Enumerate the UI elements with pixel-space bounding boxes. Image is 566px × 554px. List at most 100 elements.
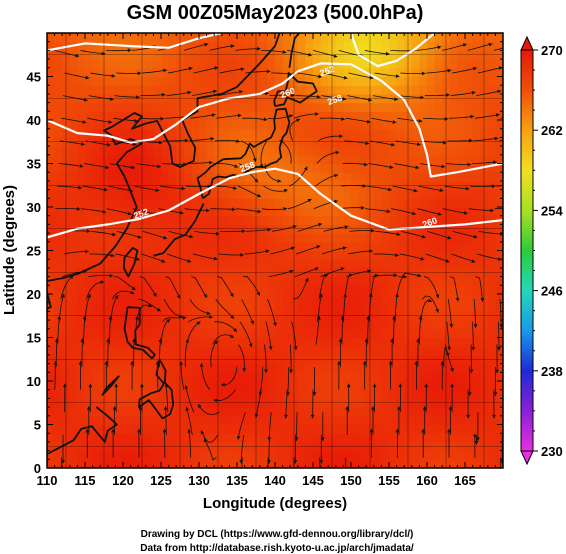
field-cell [457,433,466,443]
field-cell [358,76,367,86]
field-cell [434,363,443,373]
field-cell [130,424,139,434]
field-cell [411,302,420,312]
streamline [346,270,372,277]
field-cell [495,76,503,86]
field-cell [465,407,474,417]
field-cell [389,363,398,373]
field-cell [396,172,405,182]
field-cell [183,59,192,69]
streamline [315,174,339,187]
field-cell [237,163,246,173]
field-cell [320,459,329,468]
field-cell [381,459,390,468]
streamline-arrow [267,460,271,464]
field-cell [69,433,78,443]
streamline [400,72,426,74]
field-cell [495,41,503,51]
field-cell [47,415,56,426]
field-cell [381,250,390,260]
field-cell [328,276,337,286]
field-cell [358,259,367,269]
field-cell [107,120,116,130]
field-cell [495,120,503,130]
field-cell [92,433,101,443]
field-cell [457,424,466,434]
field-cell [123,285,132,295]
field-cell [282,33,291,43]
streamline-arrow [229,334,234,338]
field-cell [297,215,306,225]
field-cell [434,172,443,182]
field-cell [183,285,192,295]
field-cell [320,372,329,382]
field-cell [130,450,139,460]
streamline [422,295,439,313]
streamline-arrow [421,234,426,239]
streamline [203,438,217,461]
field-cell [62,189,71,199]
field-cell [449,111,458,121]
streamline [397,117,423,122]
streamline [443,346,449,368]
field-cell [389,154,398,165]
field-cell [183,372,192,382]
field-cell [145,363,154,373]
field-cell [153,120,162,130]
field-cell [267,328,276,339]
field-cell [221,120,230,130]
field-cell [107,85,116,95]
field-cell [305,128,314,138]
field-cell [237,120,246,130]
streamline-arrow [463,211,468,215]
streamline-arrow [473,234,478,239]
field-cell [358,320,367,330]
field-cell [487,102,496,112]
field-cell [297,76,306,86]
field-cell [434,372,443,382]
streamline [473,137,499,142]
field-cell [381,128,390,138]
streamline [162,317,187,323]
field-cell [107,128,116,138]
field-cell [92,207,101,217]
streamline [401,231,426,238]
field-cell [495,33,503,43]
field-cell [313,433,322,443]
field-cell [472,250,481,260]
field-cell [343,363,352,373]
field-cell [229,85,238,95]
field-cell [161,33,170,43]
field-cell [373,294,382,304]
field-cell [237,285,246,295]
field-cell [305,346,314,356]
field-cell [487,302,496,312]
colorbar-tick-label: 262 [541,123,563,138]
field-cell [480,294,489,304]
field-cell [419,102,428,112]
field-cell [472,302,481,312]
field-cell [373,285,382,295]
streamline-arrow [185,407,190,411]
field-cell [343,389,352,399]
field-cell [244,172,253,182]
field-cell [62,337,71,347]
field-cell [62,285,71,295]
colorbar-tick-label: 230 [541,444,563,459]
field-cell [161,172,170,182]
streamline [472,321,474,351]
field-cell [411,389,420,399]
streamline-arrow [418,119,423,123]
field-cell [115,346,124,356]
field-cell [419,172,428,182]
field-cell [320,50,329,60]
field-cell [389,433,398,443]
field-cell [480,381,489,391]
field-cell [480,102,489,112]
field-cell [404,337,413,347]
field-cell [313,189,322,199]
field-cell [487,424,496,434]
field-cell [54,250,63,260]
field-cell [472,128,481,138]
